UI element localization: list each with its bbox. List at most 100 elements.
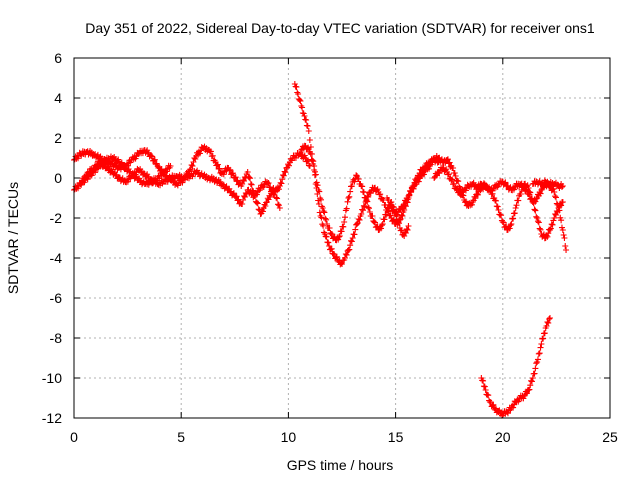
data-point <box>320 222 327 229</box>
data-point <box>374 186 381 193</box>
data-point <box>338 228 345 235</box>
grid <box>74 58 610 418</box>
data-point <box>347 188 354 195</box>
data-point <box>275 202 282 209</box>
data-point <box>249 187 256 194</box>
data-point <box>462 198 469 205</box>
data-point <box>559 227 566 233</box>
data-point <box>295 91 302 97</box>
data-point <box>529 375 536 381</box>
data-point <box>487 399 494 406</box>
data-point <box>385 197 392 203</box>
data-point <box>84 176 91 183</box>
data-point <box>247 175 254 182</box>
data-point <box>387 202 394 208</box>
data-point <box>537 344 544 351</box>
data-point <box>220 171 227 178</box>
data-point <box>400 202 407 209</box>
data-point <box>494 183 501 190</box>
data-point <box>323 216 330 223</box>
x-tick-label: 10 <box>281 429 297 445</box>
data-point <box>451 170 458 176</box>
data-point <box>163 168 170 175</box>
data-point <box>274 201 281 208</box>
y-tick-label: 0 <box>54 170 62 186</box>
data-point <box>369 213 376 219</box>
data-point <box>297 98 304 104</box>
data-point <box>341 219 348 225</box>
data-point <box>335 236 342 243</box>
data-point <box>343 252 350 258</box>
data-point <box>307 150 314 157</box>
data-point <box>342 214 349 221</box>
data-point <box>410 185 417 192</box>
data-point <box>325 239 332 246</box>
data-point <box>179 179 186 186</box>
data-point <box>255 206 262 213</box>
data-point <box>286 162 293 169</box>
data-point <box>486 184 493 191</box>
data-point <box>348 238 355 245</box>
data-point <box>381 216 388 223</box>
data-point <box>156 175 163 182</box>
data-point <box>250 188 257 195</box>
data-point <box>532 198 539 205</box>
data-point <box>359 206 366 213</box>
data-point <box>558 184 565 190</box>
data-point <box>326 225 333 231</box>
data-point <box>270 185 277 191</box>
data-point <box>415 178 422 185</box>
data-point <box>546 316 553 322</box>
data-point <box>244 169 251 175</box>
data-point <box>404 196 411 203</box>
x-tick-label: 15 <box>388 429 404 445</box>
data-point <box>552 193 559 200</box>
data-point <box>531 370 538 377</box>
data-point <box>468 201 475 208</box>
data-point <box>305 128 312 134</box>
data-point <box>560 232 567 238</box>
data-point <box>507 222 514 229</box>
data-point <box>500 219 507 226</box>
data-point <box>314 182 321 189</box>
data-point <box>92 169 99 176</box>
data-point <box>323 233 330 240</box>
data-point <box>360 207 367 214</box>
data-point <box>502 179 509 186</box>
data-point <box>454 185 461 192</box>
data-point <box>531 206 538 213</box>
data-point <box>343 205 350 212</box>
y-tick-label: 2 <box>54 130 62 146</box>
data-point <box>559 199 566 205</box>
data-point <box>508 221 515 227</box>
data-point <box>351 178 358 185</box>
data-point <box>336 233 343 239</box>
data-point <box>538 341 545 347</box>
data-point <box>349 235 356 241</box>
data-point <box>525 191 532 197</box>
data-point <box>534 359 541 365</box>
data-point <box>546 315 553 321</box>
data-point <box>377 191 384 198</box>
data-point <box>274 195 281 202</box>
y-axis-label: SDTVAR / TECUs <box>5 182 21 294</box>
data-point <box>396 220 403 227</box>
data-point <box>521 393 528 399</box>
data-point <box>446 159 453 166</box>
data-point <box>304 123 311 129</box>
data-point <box>355 176 362 182</box>
data-point <box>504 410 511 417</box>
data-point <box>554 201 561 208</box>
data-point <box>554 181 561 188</box>
data-point <box>474 191 481 198</box>
data-point <box>348 183 355 190</box>
data-point <box>453 186 460 193</box>
y-tick-label: -4 <box>50 250 63 266</box>
plot-frame <box>73 57 611 419</box>
data-point <box>472 195 479 202</box>
data-point <box>99 162 106 169</box>
data-point <box>317 196 324 203</box>
data-point <box>390 216 397 223</box>
data-point <box>533 213 540 220</box>
data-point <box>533 360 540 367</box>
